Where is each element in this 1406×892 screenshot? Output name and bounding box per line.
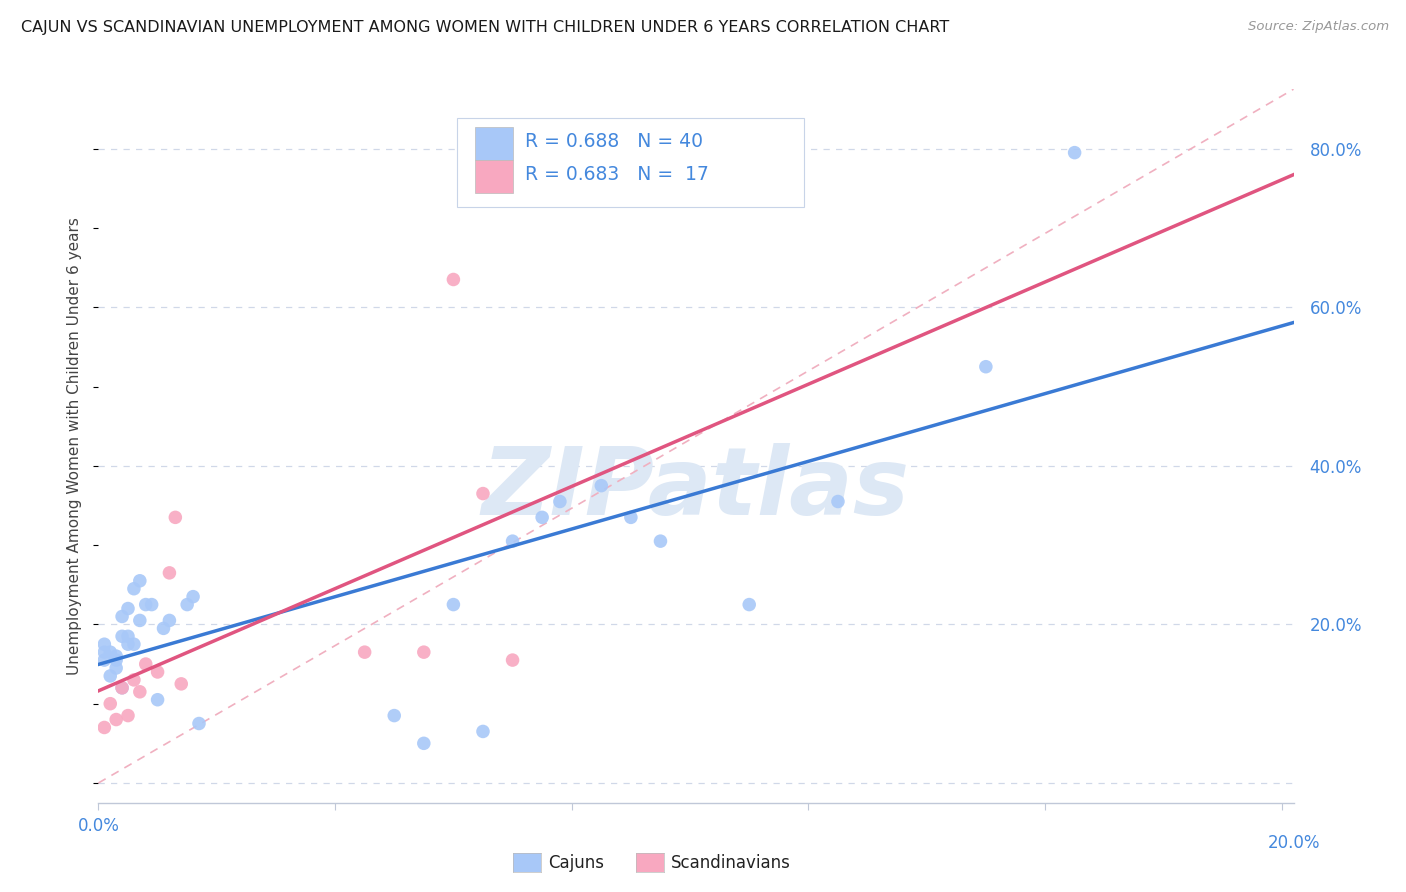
Point bbox=[105, 661, 128, 675]
Point bbox=[128, 614, 150, 628]
Point bbox=[591, 478, 613, 492]
Point bbox=[111, 609, 134, 624]
Point bbox=[531, 510, 554, 524]
Point bbox=[98, 645, 121, 659]
Point bbox=[111, 681, 134, 695]
Point bbox=[165, 510, 187, 524]
Point bbox=[974, 359, 997, 374]
Y-axis label: Unemployment Among Women with Children Under 6 years: Unemployment Among Women with Children U… bbox=[67, 217, 83, 675]
Point bbox=[181, 590, 204, 604]
Point bbox=[157, 566, 180, 580]
Point bbox=[135, 657, 157, 671]
Point bbox=[128, 685, 150, 699]
Point bbox=[111, 629, 134, 643]
Point bbox=[117, 708, 139, 723]
Text: R = 0.688   N = 40: R = 0.688 N = 40 bbox=[524, 132, 703, 151]
Text: ZIPatlas: ZIPatlas bbox=[482, 442, 910, 535]
Point bbox=[441, 272, 464, 286]
FancyBboxPatch shape bbox=[475, 127, 513, 160]
Point bbox=[105, 713, 128, 727]
Point bbox=[93, 645, 115, 659]
Point bbox=[141, 598, 163, 612]
Text: Scandinavians: Scandinavians bbox=[671, 854, 790, 871]
Point bbox=[502, 534, 524, 549]
Point bbox=[157, 614, 180, 628]
Point bbox=[146, 692, 169, 706]
Point bbox=[111, 681, 134, 695]
Point bbox=[188, 716, 211, 731]
Point bbox=[117, 601, 139, 615]
Point bbox=[152, 621, 174, 635]
Point bbox=[176, 598, 198, 612]
Point bbox=[472, 486, 495, 500]
Point bbox=[650, 534, 672, 549]
Point bbox=[105, 653, 128, 667]
Text: 20.0%: 20.0% bbox=[1267, 834, 1320, 852]
Point bbox=[122, 582, 145, 596]
Point bbox=[441, 598, 464, 612]
Point bbox=[170, 677, 193, 691]
Point bbox=[117, 629, 139, 643]
Point bbox=[738, 598, 761, 612]
Point bbox=[105, 649, 128, 664]
Point bbox=[412, 645, 434, 659]
Point bbox=[412, 736, 434, 750]
Point bbox=[502, 653, 524, 667]
Text: R = 0.683   N =  17: R = 0.683 N = 17 bbox=[524, 165, 709, 184]
Point bbox=[93, 653, 115, 667]
Point bbox=[117, 637, 139, 651]
Point bbox=[93, 637, 115, 651]
Point bbox=[122, 673, 145, 687]
FancyBboxPatch shape bbox=[457, 118, 804, 207]
Point bbox=[93, 721, 115, 735]
Point bbox=[1063, 145, 1085, 160]
Text: Source: ZipAtlas.com: Source: ZipAtlas.com bbox=[1249, 20, 1389, 33]
Point bbox=[382, 708, 405, 723]
Point bbox=[122, 637, 145, 651]
Point bbox=[135, 598, 157, 612]
Point bbox=[98, 669, 121, 683]
FancyBboxPatch shape bbox=[475, 160, 513, 193]
Point bbox=[128, 574, 150, 588]
Text: CAJUN VS SCANDINAVIAN UNEMPLOYMENT AMONG WOMEN WITH CHILDREN UNDER 6 YEARS CORRE: CAJUN VS SCANDINAVIAN UNEMPLOYMENT AMONG… bbox=[21, 20, 949, 35]
Text: Cajuns: Cajuns bbox=[548, 854, 605, 871]
Point bbox=[620, 510, 643, 524]
Point bbox=[353, 645, 375, 659]
Point bbox=[98, 697, 121, 711]
Point bbox=[146, 665, 169, 679]
Point bbox=[548, 494, 571, 508]
Point bbox=[472, 724, 495, 739]
Point bbox=[827, 494, 849, 508]
